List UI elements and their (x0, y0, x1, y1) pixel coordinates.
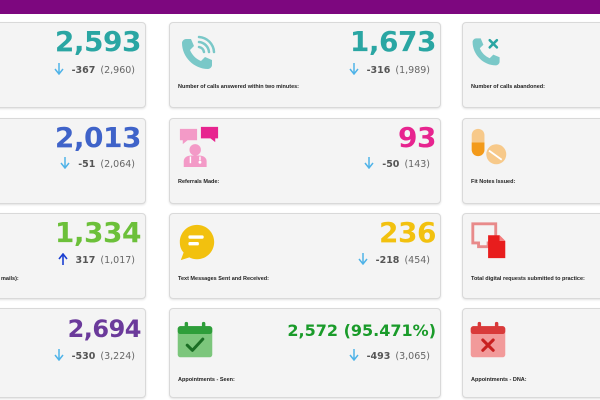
arrow-down-icon (53, 63, 64, 75)
metric-value: 93 (398, 121, 436, 154)
metric-label: Total digital requests submitted to prac… (471, 276, 585, 282)
metric-label: Appointments - Seen: (178, 377, 235, 383)
top-bar (0, 0, 600, 14)
metric-card-row4-left[interactable]: 2,694 -530 (3,224) (0, 308, 146, 398)
metric-card-digital-requests[interactable]: Total digital requests submitted to prac… (462, 213, 600, 299)
metric-delta: -51 (78, 159, 96, 170)
arrow-down-icon (348, 63, 359, 75)
metric-label: mails): (1, 276, 19, 282)
metric-card-calls-abandoned[interactable]: Number of calls abandoned: (462, 22, 600, 108)
metric-value: 2,694 (67, 315, 142, 343)
metric-card-calls-total[interactable]: 2,593 -367 (2,960) (0, 22, 146, 108)
metric-label: Number of calls answered within two minu… (178, 84, 300, 90)
metric-value: 2,572 (95.471%) (287, 321, 436, 340)
chat-bubble-icon (179, 224, 215, 261)
metric-change: -316 (1,989) (348, 63, 430, 76)
metric-label: Fit Notes Issued: (471, 179, 516, 185)
calendar-check-icon (177, 321, 213, 358)
metric-label: Text Messages Sent and Received: (178, 276, 269, 282)
phone-ringing-icon (182, 35, 216, 69)
metric-label: Appointments - DNA: (471, 377, 527, 383)
metric-card-row2-left[interactable]: 2,013 -51 (2,064) (0, 118, 146, 204)
metric-previous: (143) (404, 159, 430, 170)
metric-change: 317 (1,017) (57, 253, 135, 266)
metric-delta: -367 (71, 65, 96, 76)
metric-value: 2,013 (54, 121, 142, 154)
metric-card-fit-notes[interactable]: Fit Notes Issued: (462, 118, 600, 204)
metric-previous: (1,017) (100, 255, 135, 266)
metric-value: 1,334 (54, 216, 142, 249)
metric-card-appointments-seen[interactable]: 2,572 (95.471%) -493 (3,065) Appointment… (169, 308, 441, 398)
pills-icon (471, 128, 507, 165)
metric-previous: (2,064) (100, 159, 135, 170)
metric-value: 1,673 (349, 25, 437, 58)
calendar-x-icon (470, 321, 506, 358)
metric-previous: (454) (404, 255, 430, 266)
metric-label: Number of calls abandoned: (471, 84, 545, 90)
metric-card-row3-left[interactable]: 1,334 317 (1,017) mails): (0, 213, 146, 299)
metric-delta: -493 (366, 351, 391, 362)
metric-change: -530 (3,224) (53, 349, 135, 362)
arrow-down-icon (53, 349, 64, 361)
metric-card-appointments-dna[interactable]: Appointments - DNA: (462, 308, 600, 398)
metric-delta: -50 (382, 159, 400, 170)
arrow-up-icon (57, 253, 68, 265)
metric-previous: (3,065) (395, 351, 430, 362)
metric-value: 236 (379, 216, 436, 249)
arrow-down-icon (358, 253, 368, 265)
phone-x-icon (472, 38, 500, 66)
metric-previous: (1,989) (395, 65, 430, 76)
metric-change: -367 (2,960) (53, 63, 135, 76)
metric-previous: (3,224) (100, 351, 135, 362)
metric-card-referrals[interactable]: 93 -50 (143) Referrals Made: (169, 118, 441, 204)
metric-change: -51 (2,064) (60, 157, 135, 170)
doctor-chat-icon (179, 126, 219, 167)
metric-value: 2,593 (54, 25, 142, 58)
metric-change: -50 (143) (364, 157, 430, 170)
digital-request-icon (471, 222, 506, 259)
metric-delta: -316 (366, 65, 391, 76)
metric-previous: (2,960) (100, 65, 135, 76)
arrow-down-icon (60, 157, 70, 169)
metric-delta: 317 (75, 255, 96, 266)
metric-label: Referrals Made: (178, 179, 220, 185)
arrow-down-icon (364, 157, 374, 169)
metric-change: -218 (454) (358, 253, 430, 266)
metric-card-text-messages[interactable]: 236 -218 (454) Text Messages Sent and Re… (169, 213, 441, 299)
metric-delta: -218 (375, 255, 400, 266)
arrow-down-icon (348, 349, 359, 361)
metric-change: -493 (3,065) (348, 349, 430, 362)
metric-card-calls-answered[interactable]: 1,673 -316 (1,989) Number of calls answe… (169, 22, 441, 108)
metric-delta: -530 (71, 351, 96, 362)
